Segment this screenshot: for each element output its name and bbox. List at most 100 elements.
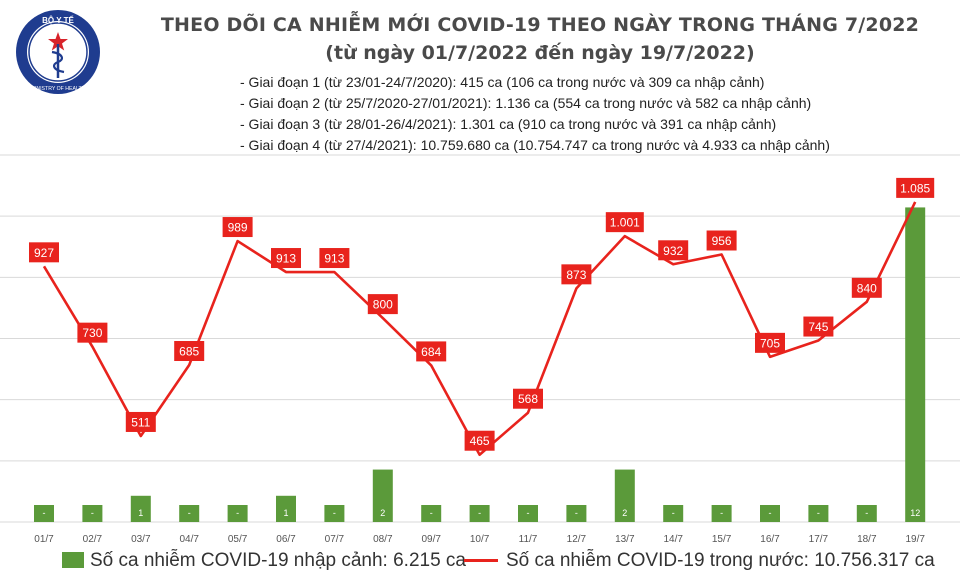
legend-line-label: Số ca nhiễm COVID-19 trong nước: 10.756.…: [506, 550, 935, 571]
x-tick-02/7: 02/7: [83, 534, 103, 545]
bar-03/7: [130, 495, 151, 522]
period-note-2: - Giai đoạn 2 (từ 25/7/2020-27/01/2021):…: [240, 95, 812, 111]
line-label-box-19/7: [896, 177, 935, 198]
line-label-18/7: 840: [857, 281, 877, 295]
line-label-box-03/7: [125, 411, 156, 432]
bar-11/7: [518, 505, 538, 522]
bar-label-16/7: -: [769, 508, 772, 518]
line-label-box-18/7: [851, 277, 882, 298]
x-tick-01/7: 01/7: [34, 534, 54, 545]
bar-label-12/7: -: [575, 508, 578, 518]
line-series-domestic: [42, 201, 917, 457]
bar-07/7: [324, 505, 345, 522]
line-label-box-01/7: [29, 242, 59, 263]
line-label-box-09/7: [416, 341, 447, 362]
bar-label-17/7: -: [817, 508, 820, 518]
bar-label-19/7: 12: [910, 508, 920, 518]
logo-text-bottom: MINISTRY OF HEALTH: [31, 86, 86, 92]
line-label-14/7: 932: [663, 244, 683, 258]
bar-18/7: [856, 505, 877, 522]
line-label-04/7: 685: [179, 345, 199, 359]
line-label-box-06/7: [271, 248, 301, 269]
bar-05/7: [227, 505, 248, 522]
bar-label-01/7: -: [43, 508, 46, 518]
x-tick-03/7: 03/7: [131, 534, 151, 545]
line-label-box-05/7: [222, 217, 253, 238]
line-label-05/7: 989: [228, 221, 248, 235]
chart-title: THEO DÕI CA NHIỄM MỚI COVID-19 THEO NGÀY…: [160, 14, 920, 36]
x-tick-14/7: 14/7: [663, 534, 683, 545]
x-tick-17/7: 17/7: [809, 534, 829, 545]
x-tick-15/7: 15/7: [712, 534, 732, 545]
line-label-box-08/7: [367, 294, 398, 315]
bar-10/7: [469, 505, 490, 522]
x-tick-09/7: 09/7: [421, 534, 441, 545]
bar-label-08/7: 2: [380, 508, 385, 518]
period-note-1: - Giai đoạn 1 (từ 23/01-24/7/2020): 415 …: [240, 74, 765, 90]
line-label-01/7: 927: [34, 246, 54, 260]
x-tick-19/7: 19/7: [905, 534, 925, 545]
line-label-box-17/7: [803, 316, 834, 337]
bar-label-10/7: -: [478, 508, 481, 518]
line-label-17/7: 745: [808, 320, 828, 334]
line-label-15/7: 956: [712, 234, 732, 248]
chart-subtitle: (từ ngày 01/7/2022 đến ngày 19/7/2022): [325, 42, 755, 64]
bar-label-18/7: -: [865, 508, 868, 518]
bar-label-14/7: -: [672, 508, 675, 518]
x-tick-18/7: 18/7: [857, 534, 877, 545]
line-label-07/7: 913: [324, 252, 344, 266]
bar-06/7: [276, 495, 296, 522]
line-label-06/7: 913: [276, 252, 296, 266]
x-tick-05/7: 05/7: [228, 534, 248, 545]
line-label-16/7: 705: [760, 336, 780, 350]
line-label-02/7: 730: [82, 326, 102, 340]
line-label-box-10/7: [464, 430, 495, 451]
bar-04/7: [179, 505, 200, 522]
line-label-19/7: 1.085: [900, 181, 930, 195]
line-label-13/7: 1.001: [610, 216, 640, 230]
x-tick-07/7: 07/7: [325, 534, 345, 545]
legend-bar-label: Số ca nhiễm COVID-19 nhập cảnh: 6.215 ca: [90, 550, 467, 571]
bar-label-07/7: -: [333, 508, 336, 518]
line-label-09/7: 684: [421, 345, 441, 359]
logo-star: [48, 32, 68, 51]
bar-label-06/7: 1: [283, 508, 288, 518]
line-label-12/7: 873: [566, 268, 586, 282]
logo-snake: [51, 50, 65, 74]
line-label-box-12/7: [561, 264, 592, 285]
bar-14/7: [663, 505, 684, 522]
line-label-box-14/7: [658, 240, 689, 261]
bar-label-15/7: -: [720, 508, 723, 518]
bar-19/7: [905, 207, 926, 522]
bar-label-09/7: -: [430, 508, 433, 518]
bar-09/7: [421, 505, 442, 522]
bar-17/7: [808, 505, 829, 522]
line-label-box-16/7: [755, 332, 785, 353]
bar-02/7: [82, 505, 103, 522]
bar-label-11/7: -: [527, 508, 530, 518]
line-label-11/7: 568: [518, 392, 538, 406]
line-label-03/7: 511: [131, 415, 150, 429]
bar-15/7: [711, 505, 732, 522]
period-note-4: - Giai đoạn 4 (từ 27/4/2021): 10.759.680…: [240, 137, 830, 153]
legend-bar-swatch: [62, 552, 84, 568]
bar-label-02/7: -: [91, 508, 94, 518]
period-note-3: - Giai đoạn 3 (từ 28/01-26/4/2021): 1.30…: [240, 116, 777, 132]
line-label-10/7: 465: [470, 434, 490, 448]
legend-line-swatch: [464, 559, 498, 562]
x-tick-04/7: 04/7: [179, 534, 199, 545]
bar-label-04/7: -: [188, 508, 191, 518]
line-label-box-07/7: [319, 248, 350, 269]
bar-label-13/7: 2: [622, 508, 627, 518]
bar-12/7: [566, 505, 587, 522]
period-notes: - Giai đoạn 1 (từ 23/01-24/7/2020): 415 …: [240, 72, 830, 156]
logo-text-top: BỘ Y TẾ: [42, 15, 74, 25]
line-label-box-11/7: [513, 388, 543, 409]
bar-08/7: [372, 469, 393, 522]
line-label-08/7: 800: [373, 298, 393, 312]
bar-label-03/7: 1: [138, 508, 143, 518]
x-tick-11/7: 11/7: [519, 534, 538, 545]
line-label-box-04/7: [174, 341, 205, 362]
x-tick-06/7: 06/7: [276, 534, 296, 545]
